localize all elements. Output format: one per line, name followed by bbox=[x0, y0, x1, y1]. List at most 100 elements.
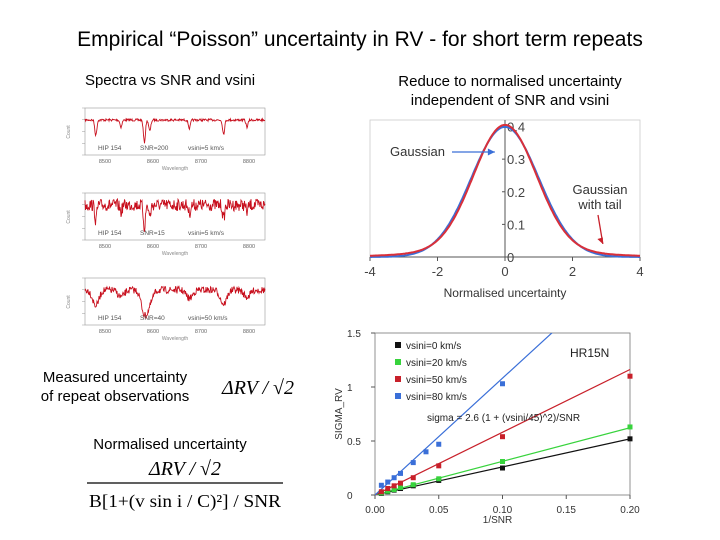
spectrum-xlabel: Wavelength bbox=[162, 166, 188, 172]
scatter-ytick-label: 0.5 bbox=[347, 437, 361, 448]
spectrum-object-label: HIP 154 bbox=[98, 315, 122, 322]
scatter-point bbox=[436, 463, 442, 469]
slide-title: Empirical “Poisson” uncertainty in RV - … bbox=[77, 28, 643, 51]
scatter-legend-label: vsini=0 km/s bbox=[406, 341, 461, 352]
scatter-point bbox=[385, 486, 391, 492]
spectrum-ylabel: Count bbox=[66, 295, 72, 309]
gauss-xlabel: Normalised uncertainty bbox=[444, 286, 567, 300]
spectrum-ylabel: Count bbox=[66, 125, 72, 139]
scatter-point bbox=[500, 459, 505, 465]
scatter-fit-line bbox=[375, 333, 553, 495]
spectrum-vsini-label: vsini=5 km/s bbox=[188, 230, 225, 237]
gauss-ytick-label: 0 bbox=[507, 250, 514, 265]
gauss-ytick-label: 0.3 bbox=[507, 152, 525, 167]
spectrum-xtick-label: 8600 bbox=[147, 159, 159, 165]
normalised-subtitle: Reduce to normalised uncertainty indepen… bbox=[350, 72, 670, 110]
scatter-point bbox=[423, 449, 429, 455]
scatter-point bbox=[378, 482, 384, 488]
spectrum-snr-label: SNR=40 bbox=[140, 315, 165, 322]
gauss-annotation-tail-line1: Gaussian bbox=[573, 182, 628, 197]
delta-rv-formula: ΔRV / √2 bbox=[221, 377, 294, 399]
spectrum-snr-label: SNR=200 bbox=[140, 145, 169, 152]
scatter-xtick-label: 0.20 bbox=[620, 505, 640, 516]
scatter-xlabel: 1/SNR bbox=[483, 515, 512, 526]
scatter-legend-marker bbox=[395, 342, 401, 348]
spectra-panels: HIP 154 SNR=200 vsini=5 km/s 8500 8600 8700 88… bbox=[66, 107, 266, 342]
gauss-ytick-label: 0.4 bbox=[507, 120, 525, 135]
normalised-formula: ΔRV / √2 B[1+(v sin i / C)²] / SNR bbox=[87, 458, 283, 512]
gauss-xtick-label: -4 bbox=[364, 264, 376, 279]
scatter-point bbox=[627, 436, 633, 442]
scatter-xtick-label: 0.05 bbox=[429, 505, 449, 516]
scatter-ytick-label: 1 bbox=[347, 383, 353, 394]
measured-uncertainty-label: Measured uncertainty of repeat observati… bbox=[20, 368, 210, 406]
scatter-fit-line bbox=[375, 368, 630, 495]
measured-line2: of repeat observations bbox=[40, 388, 190, 405]
scatter-point bbox=[385, 479, 391, 485]
measured-line1: Measured uncertainty bbox=[42, 369, 188, 386]
spectrum-xtick-label: 8600 bbox=[147, 329, 159, 335]
spectrum-xlabel: Wavelength bbox=[162, 251, 188, 257]
scatter-point bbox=[436, 476, 442, 482]
normalised-subtitle-line1: Reduce to normalised uncertainty bbox=[398, 73, 622, 90]
gauss-xtick-label: 2 bbox=[569, 264, 576, 279]
spectrum-panel: HIP 154 SNR=40 vsini=50 km/s 8500 8600 8700 88… bbox=[66, 277, 266, 342]
gauss-ytick-label: 0.2 bbox=[507, 185, 525, 200]
scatter-point bbox=[436, 441, 442, 447]
gauss-annotation-gaussian: Gaussian bbox=[390, 144, 445, 159]
spectrum-xtick-label: 8500 bbox=[99, 244, 111, 250]
scatter-xtick-label: 0.15 bbox=[557, 505, 577, 516]
scatter-point bbox=[500, 381, 505, 387]
scatter-fit-label: sigma = 2.6 (1 + (vsini/45)^2)/SNR bbox=[427, 413, 580, 424]
spectrum-xtick-label: 8800 bbox=[243, 329, 255, 335]
spectrum-vsini-label: vsini=5 km/s bbox=[188, 145, 225, 152]
scatter-ylabel: SIGMA_RV bbox=[334, 388, 345, 440]
scatter-point bbox=[378, 489, 384, 495]
spectrum-xtick-label: 8500 bbox=[99, 159, 111, 165]
gauss-series-line bbox=[370, 125, 640, 258]
gaussian-chart: -4 -2 0 2 400.10.20.30.4GaussianGaussianwith… bbox=[364, 120, 643, 300]
scatter-point bbox=[398, 470, 403, 476]
gauss-series-line bbox=[370, 123, 640, 257]
spectrum-vsini-label: vsini=50 km/s bbox=[188, 315, 228, 322]
scatter-legend-label: vsini=20 km/s bbox=[406, 358, 467, 369]
spectrum-trace bbox=[84, 197, 266, 232]
spectrum-ylabel: Count bbox=[66, 210, 72, 224]
spectrum-xlabel: Wavelength bbox=[162, 336, 188, 342]
spectrum-panel: HIP 154 SNR=15 vsini=5 km/s 8500 8600 8700 880… bbox=[66, 192, 266, 257]
spectra-subtitle: Spectra vs SNR and vsini bbox=[84, 72, 256, 89]
spectrum-snr-label: SNR=15 bbox=[140, 230, 165, 237]
scatter-point bbox=[410, 460, 416, 466]
scatter-legend-marker bbox=[395, 393, 401, 399]
scatter-xtick-label: 0.10 bbox=[493, 505, 513, 516]
scatter-point bbox=[391, 483, 397, 489]
spectrum-xtick-label: 8500 bbox=[99, 329, 111, 335]
scatter-legend-label: vsini=80 km/s bbox=[406, 392, 467, 403]
scatter-point bbox=[410, 482, 416, 488]
scatter-chart-title: HR15N bbox=[570, 346, 609, 360]
gauss-xtick-label: 4 bbox=[636, 264, 643, 279]
scatter-xtick-label: 0.00 bbox=[365, 505, 385, 516]
scatter-point bbox=[385, 488, 391, 494]
scatter-point bbox=[398, 484, 403, 490]
scatter-point bbox=[627, 373, 633, 379]
normalised-uncertainty-label: Normalised uncertainty bbox=[93, 436, 247, 453]
spectrum-xtick-label: 8800 bbox=[243, 159, 255, 165]
scatter-legend-marker bbox=[395, 376, 401, 382]
scatter-ytick-label: 0 bbox=[347, 491, 353, 502]
delta-rv-formula-text: ΔRV / √2 bbox=[221, 377, 294, 399]
scatter-point bbox=[391, 487, 397, 493]
gauss-annotation-tail-arrow-head bbox=[597, 237, 603, 244]
scatter-point bbox=[500, 465, 505, 471]
gauss-xtick-label: -2 bbox=[432, 264, 444, 279]
formula-denominator: B[1+(v sin i / C)²] / SNR bbox=[89, 491, 281, 512]
scatter-point bbox=[398, 480, 403, 486]
spectrum-xtick-label: 8800 bbox=[243, 244, 255, 250]
scatter-legend-marker bbox=[395, 359, 401, 365]
spectrum-xtick-label: 8700 bbox=[195, 244, 207, 250]
spectrum-trace bbox=[84, 285, 266, 319]
scatter-point bbox=[627, 424, 633, 430]
normalised-subtitle-line2: independent of SNR and vsini bbox=[410, 92, 610, 109]
scatter-legend-label: vsini=50 km/s bbox=[406, 375, 467, 386]
gauss-ytick-label: 0.1 bbox=[507, 217, 525, 232]
